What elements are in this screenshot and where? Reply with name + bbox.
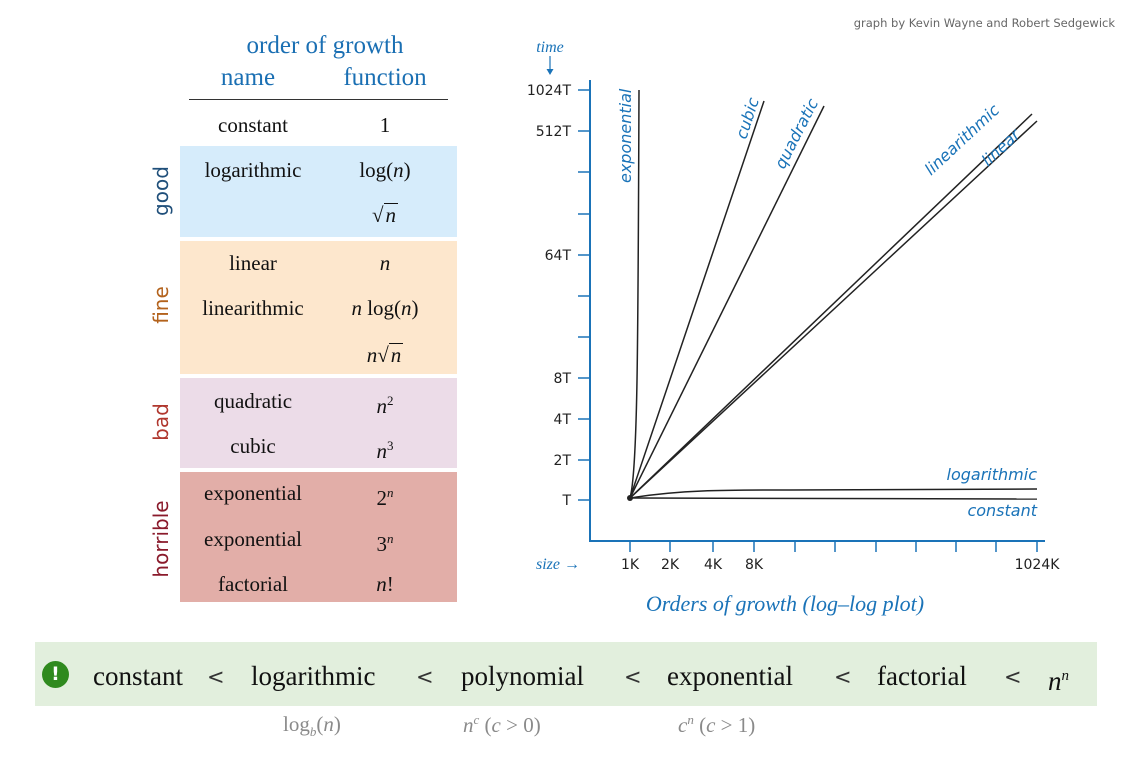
curve-linearithmic — [629, 113, 1033, 499]
row-name-quadratic: quadratic — [213, 389, 293, 413]
band-good — [180, 146, 457, 237]
row-name-exponential-3: exponential — [204, 527, 302, 551]
x-tick-marks — [629, 541, 1038, 552]
ordering-exponential: exponential — [667, 661, 793, 691]
row-fn-exponential-2: 2n — [376, 485, 394, 510]
ordering-sep-3: < — [624, 665, 642, 689]
y-axis-label: time — [536, 39, 564, 56]
row-name-linear: linear — [229, 251, 277, 275]
series-label-logarithmic: logarithmic — [947, 465, 1038, 484]
row-fn-linear: n — [379, 251, 391, 275]
band-fine — [180, 241, 457, 374]
ordering-sep-4: < — [834, 665, 852, 689]
y-tick-label-8t: 8T — [554, 371, 572, 387]
y-axis-arrow — [546, 56, 554, 75]
curve-quadratic — [629, 105, 825, 499]
x-tick-label-4k: 4K — [704, 557, 723, 573]
row-fn-constant: 1 — [379, 113, 391, 137]
row-name-constant: constant — [218, 113, 288, 137]
credit-text: graph by Kevin Wayne and Robert Sedgewic… — [853, 16, 1115, 30]
x-axis-label: size → — [536, 556, 580, 573]
y-tick-marks — [578, 89, 590, 501]
band-horrible — [180, 472, 457, 602]
alert-icon: ! — [42, 661, 69, 688]
x-tick-label-2k: 2K — [661, 557, 680, 573]
y-tick-label-1024t: 1024T — [527, 83, 572, 99]
curve-exponential — [629, 89, 640, 499]
band-bad — [180, 378, 457, 468]
row-name-exponential-2: exponential — [204, 481, 302, 505]
row-name-cubic: cubic — [230, 434, 276, 458]
ordering-polynomial: polynomial — [461, 661, 584, 691]
curve-linear — [629, 120, 1038, 499]
note-logarithmic: logb(n) — [283, 712, 341, 740]
y-tick-label-t: T — [561, 493, 571, 509]
ordering-logarithmic: logarithmic — [251, 661, 376, 691]
ordering-strip — [35, 642, 1097, 706]
y-tick-label-512t: 512T — [536, 124, 572, 140]
note-exponential: cn (c > 1) — [678, 712, 756, 737]
ordering-sep-2: < — [416, 665, 434, 689]
chart-title: Orders of growth (log–log plot) — [646, 591, 924, 616]
note-polynomial: nc (c > 0) — [463, 712, 541, 737]
y-tick-label-2t: 2T — [554, 453, 572, 469]
curve-cubic — [629, 100, 765, 499]
row-fn-sqrt: √n — [371, 203, 399, 227]
row-name-logarithmic: logarithmic — [204, 158, 302, 182]
curve-logarithmic — [629, 488, 1038, 499]
row-fn-quadratic: n2 — [376, 393, 394, 418]
ordering-sep-1: < — [207, 665, 225, 689]
y-tick-label-4t: 4T — [554, 412, 572, 428]
origin-dot — [627, 495, 633, 501]
growth-chart: 1024T 512T 64T 8T 4T 2T T 1K 2K 4K 8K 10… — [527, 39, 1061, 616]
y-tick-label-64t: 64T — [545, 248, 572, 264]
row-fn-exponential-3: 3n — [376, 531, 394, 556]
row-fn-factorial: n! — [376, 572, 394, 596]
ordering-sep-5: < — [1004, 665, 1022, 689]
ordering-factorial: factorial — [877, 661, 967, 691]
row-fn-linearithmic: n log(n) — [351, 296, 419, 320]
table-title: order of growth — [246, 32, 404, 59]
row-fn-cubic: n3 — [376, 438, 394, 463]
series-label-exponential: exponential — [616, 88, 635, 183]
x-tick-label-8k: 8K — [745, 557, 764, 573]
column-header-function: function — [343, 64, 427, 91]
header-rule — [189, 99, 448, 100]
series-label-constant: constant — [967, 501, 1037, 520]
x-tick-label-1024k: 1024K — [1015, 557, 1061, 573]
row-name-factorial: factorial — [218, 572, 288, 596]
column-header-name: name — [220, 64, 276, 91]
x-tick-label-1k: 1K — [621, 557, 640, 573]
ordering-constant: constant — [93, 661, 183, 691]
row-fn-n-sqrt-n: n√n — [366, 343, 404, 367]
row-name-linearithmic: linearithmic — [202, 296, 304, 320]
curve-constant — [629, 497, 1038, 500]
row-fn-logarithmic: log(n) — [359, 158, 411, 182]
ordering-n-to-n: nn — [1048, 666, 1069, 696]
